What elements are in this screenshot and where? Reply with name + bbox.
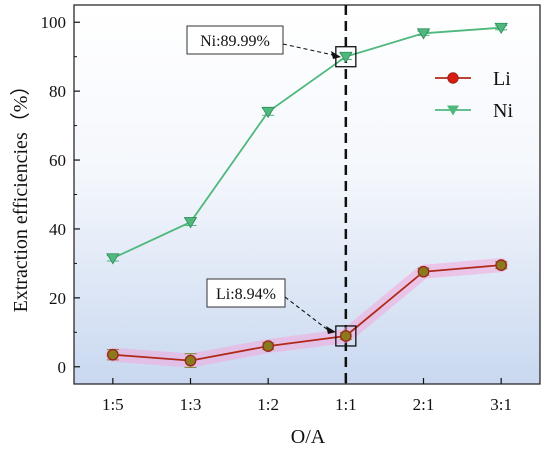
annotation-arrowhead-Li [326, 326, 336, 334]
annotation-layer: Ni:89.99% Li:8.94% [186, 25, 357, 347]
y-tick-label-60: 60 [49, 151, 66, 170]
series-Ni-point-1:1 [339, 51, 353, 63]
y-tick-label-0: 0 [58, 358, 67, 377]
annotation-text-Li: Li:8.94% [216, 286, 276, 303]
plot-background [74, 5, 540, 384]
x-tick-label-1:2: 1:2 [257, 395, 279, 414]
series-Ni-point-1:2 [261, 106, 275, 119]
y-tick-label-100: 100 [41, 13, 67, 32]
x-tick-label-1:3: 1:3 [180, 395, 202, 414]
series-Li-point-1:2 [262, 340, 275, 352]
legend-marker-Li [447, 72, 459, 84]
annotation-label-box-Ni [186, 25, 284, 55]
x-tick-label-2:1: 2:1 [413, 395, 435, 414]
y-tick-label-20: 20 [49, 289, 66, 308]
legend-label-Ni: Ni [493, 100, 513, 122]
legend-marker-Ni [447, 105, 459, 116]
annotation-text-Ni: Ni:89.99% [200, 33, 270, 50]
y-axis-label: Extraction efficiencies（%） [9, 76, 32, 313]
series-Ni-point-1:5 [106, 253, 120, 265]
y-tick-label-80: 80 [49, 82, 66, 101]
series-Li-point-1:1 [339, 330, 352, 342]
series-Ni-point-3:1 [494, 22, 508, 35]
series-Ni-point-2:1 [416, 28, 431, 40]
annotation-arrowhead-Ni [331, 51, 341, 59]
annotation-arrow-Li [284, 296, 329, 331]
annotation-arrow-Ni [282, 43, 334, 56]
legend: Li Ni [435, 68, 513, 122]
series-Li-point-1:5 [106, 348, 119, 361]
series-Li-point-2:1 [417, 265, 430, 278]
y-axis: 0 20 40 60 80 100 [41, 13, 80, 377]
x-tick-label-1:5: 1:5 [102, 395, 124, 414]
x-axis: 1:5 1:3 1:2 1:1 2:1 3:1 [102, 378, 512, 414]
annotation-highlight-box-Li [335, 325, 357, 347]
legend-label-Li: Li [493, 68, 511, 90]
x-tick-label-3:1: 3:1 [490, 395, 512, 414]
x-tick-label-1:1: 1:1 [335, 395, 357, 414]
series-Li-line [112, 264, 502, 362]
series-layer [105, 22, 509, 369]
y-tick-label-40: 40 [49, 220, 66, 239]
x-axis-label: O/A [291, 426, 326, 448]
series-Ni-line [112, 26, 502, 260]
series-Ni-point-1:3 [183, 217, 198, 229]
series-Li-point-3:1 [495, 259, 508, 271]
annotation-label-box-Li [206, 278, 286, 308]
series-Li-point-1:3 [184, 354, 197, 367]
